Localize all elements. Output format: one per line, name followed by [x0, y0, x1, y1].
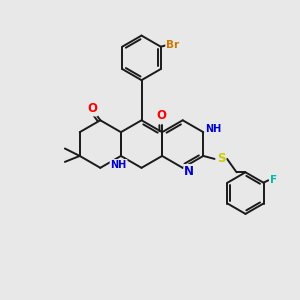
- Text: F: F: [270, 175, 277, 185]
- Text: O: O: [157, 109, 166, 122]
- Text: O: O: [87, 103, 97, 116]
- Text: N: N: [184, 165, 194, 178]
- Text: Br: Br: [166, 40, 179, 50]
- Text: NH: NH: [110, 160, 127, 170]
- Text: S: S: [217, 152, 225, 165]
- Text: NH: NH: [206, 124, 222, 134]
